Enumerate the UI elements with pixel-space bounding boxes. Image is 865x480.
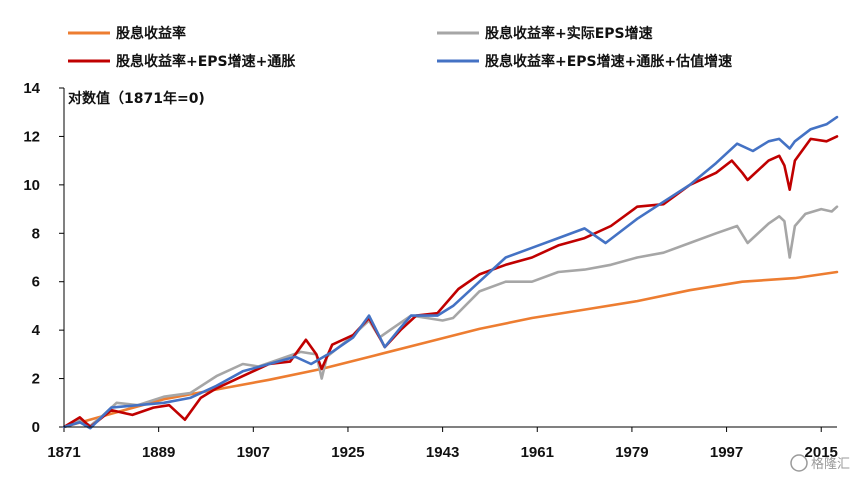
x-tick-label: 1907 [237, 444, 270, 461]
x-tick-label: 1979 [615, 444, 648, 461]
y-tick-label: 2 [32, 371, 40, 388]
watermark-logo-icon [790, 454, 808, 472]
legend-label-3: 股息收益率+EPS增速+通胀+估值增速 [485, 53, 732, 70]
series-line-3 [62, 115, 839, 430]
y-tick-label: 14 [23, 80, 40, 97]
x-tick-label: 1925 [331, 444, 364, 461]
x-tick-label: 1997 [710, 444, 743, 461]
series-line-1 [62, 205, 839, 429]
y-tick-label: 4 [32, 322, 41, 339]
y-axis-unit-label: 对数值（1871年=0) [68, 90, 205, 107]
y-tick-label: 6 [32, 274, 40, 291]
x-tick-label: 1943 [426, 444, 459, 461]
x-tick-label: 1961 [521, 444, 554, 461]
series-line-2 [62, 135, 839, 429]
y-tick-label: 12 [23, 128, 40, 145]
x-axis: 1871 1889 1907 1925 1943 1961 1979 1997 2015 [47, 427, 838, 461]
watermark: 格隆汇 [790, 454, 850, 472]
x-tick-label: 2015 [805, 444, 838, 461]
legend-label-1: 股息收益率+实际EPS增速 [485, 25, 653, 42]
y-tick-label: 0 [32, 419, 40, 436]
x-tick-label: 1889 [142, 444, 175, 461]
legend-label-0: 股息收益率 [116, 25, 186, 42]
y-tick-label: 8 [32, 225, 40, 242]
y-tick-label: 10 [23, 177, 40, 194]
series-line-0 [62, 270, 839, 429]
legend-label-2: 股息收益率+EPS增速+通胀 [116, 53, 295, 70]
watermark-text: 格隆汇 [811, 456, 850, 472]
x-tick-label: 1871 [47, 444, 80, 461]
y-axis: 0 2 4 6 8 10 12 14 [23, 80, 64, 436]
series-lines [62, 115, 839, 430]
